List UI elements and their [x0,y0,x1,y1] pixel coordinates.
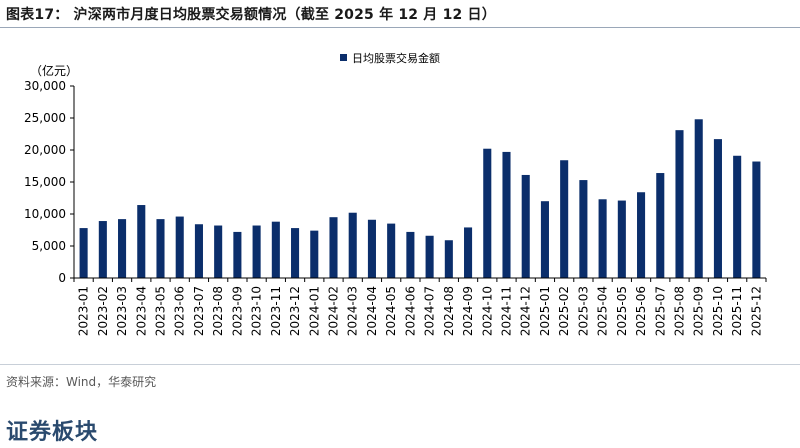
y-tick-label: 0 [58,271,66,285]
x-tick-label: 2025-04 [596,286,610,336]
bar-2023-08 [214,225,223,278]
x-axis: 2023-01 2023-02 2023-03 2023-04 2023-05 2023-… [73,277,767,336]
source-divider [0,364,800,365]
x-tick-label: 2024-07 [423,286,437,336]
x-tick-label: 2024-04 [365,286,379,336]
bar-2023-10 [252,225,261,278]
bar-2025-02 [560,160,569,278]
x-tick-label: 2023-07 [192,286,206,336]
bar-2024-04 [367,219,376,278]
x-tick-label: 2025-11 [730,286,744,336]
bar-2025-07 [656,173,665,278]
x-tick-label: 2023-11 [269,286,283,336]
bar-2023-06 [175,216,184,278]
x-tick-label: 2023-05 [154,286,168,336]
y-axis: 0 5,000 10,000 15,000 20,000 25,000 30,000 [24,79,75,285]
x-tick-label: 2025-02 [557,286,571,336]
x-tick-label: 2025-03 [576,286,590,336]
bar-2024-01 [310,230,319,278]
bar-2025-09 [694,119,703,278]
bar-2023-11 [271,221,280,278]
bar-chart: （亿元） 日均股票交易金额 0 5,000 10,000 15,000 20,000 25… [24,51,767,336]
bar-series [79,119,761,278]
bar-2024-06 [406,231,415,278]
bar-2023-05 [156,219,165,278]
bar-2024-12 [521,174,530,278]
x-tick-label: 2023-02 [96,286,110,336]
bar-2025-11 [733,155,742,278]
bar-2024-02 [329,217,338,278]
bar-2024-03 [348,212,357,278]
bar-2023-09 [233,231,242,278]
y-tick-label: 25,000 [24,111,66,125]
x-tick-label: 2023-08 [211,286,225,336]
bar-2023-12 [291,228,300,278]
y-axis-unit-label: （亿元） [30,63,78,78]
x-tick-label: 2024-02 [327,286,341,336]
x-tick-label: 2023-12 [288,286,302,336]
x-tick-label: 2024-06 [403,286,417,336]
bar-2025-12 [752,161,761,278]
bar-2024-07 [425,235,434,278]
x-tick-label: 2025-12 [749,286,763,336]
x-tick-label: 2025-05 [615,286,629,336]
bar-2025-03 [579,180,588,278]
x-tick-label: 2025-08 [673,286,687,336]
legend-swatch [340,54,347,61]
bar-2023-04 [137,205,146,278]
bar-2023-03 [118,219,127,278]
y-tick-label: 20,000 [24,143,66,157]
bar-2024-05 [387,223,396,278]
x-tick-label: 2023-04 [134,286,148,336]
x-tick-label: 2023-09 [230,286,244,336]
x-tick-label: 2024-05 [384,286,398,336]
bar-2023-07 [194,224,203,278]
bar-2025-05 [617,200,626,278]
bar-2025-04 [598,199,607,278]
bar-2024-08 [444,240,453,278]
x-tick-label: 2023-03 [115,286,129,336]
x-tick-label: 2025-01 [538,286,552,336]
legend-label: 日均股票交易金额 [352,51,440,65]
x-tick-label: 2025-09 [692,286,706,336]
bar-2025-01 [540,201,549,278]
y-tick-label: 15,000 [24,175,66,189]
bar-2024-09 [464,227,473,278]
legend: 日均股票交易金额 [340,51,440,65]
x-tick-label: 2023-10 [250,286,264,336]
x-tick-label: 2025-06 [634,286,648,336]
y-tick-label: 10,000 [24,207,66,221]
x-tick-label: 2023-06 [173,286,187,336]
bar-2023-01 [79,228,88,278]
x-tick-label: 2024-10 [480,286,494,336]
x-tick-label: 2025-07 [653,286,667,336]
x-tick-label: 2024-08 [442,286,456,336]
bar-2025-08 [675,130,684,278]
x-tick-label: 2024-09 [461,286,475,336]
x-tick-label: 2023-01 [77,286,91,336]
source-note: 资料来源：Wind，华泰研究 [6,375,157,389]
x-tick-label: 2024-03 [346,286,360,336]
title-divider [0,27,800,28]
bar-2023-02 [98,221,107,278]
bar-2024-10 [483,148,492,278]
x-tick-label: 2024-11 [500,286,514,336]
y-tick-label: 30,000 [24,79,66,93]
bar-2025-06 [637,192,646,278]
bar-2024-11 [502,151,511,278]
x-tick-label: 2024-01 [307,286,321,336]
x-tick-label: 2024-12 [519,286,533,336]
section-heading: 证券板块 [6,419,99,445]
x-tick-label: 2025-10 [711,286,725,336]
y-tick-label: 5,000 [32,239,66,253]
bar-2025-10 [713,139,722,278]
chart-title: 图表17： 沪深两市月度日均股票交易额情况（截至 2025 年 12 月 12 … [6,7,496,23]
